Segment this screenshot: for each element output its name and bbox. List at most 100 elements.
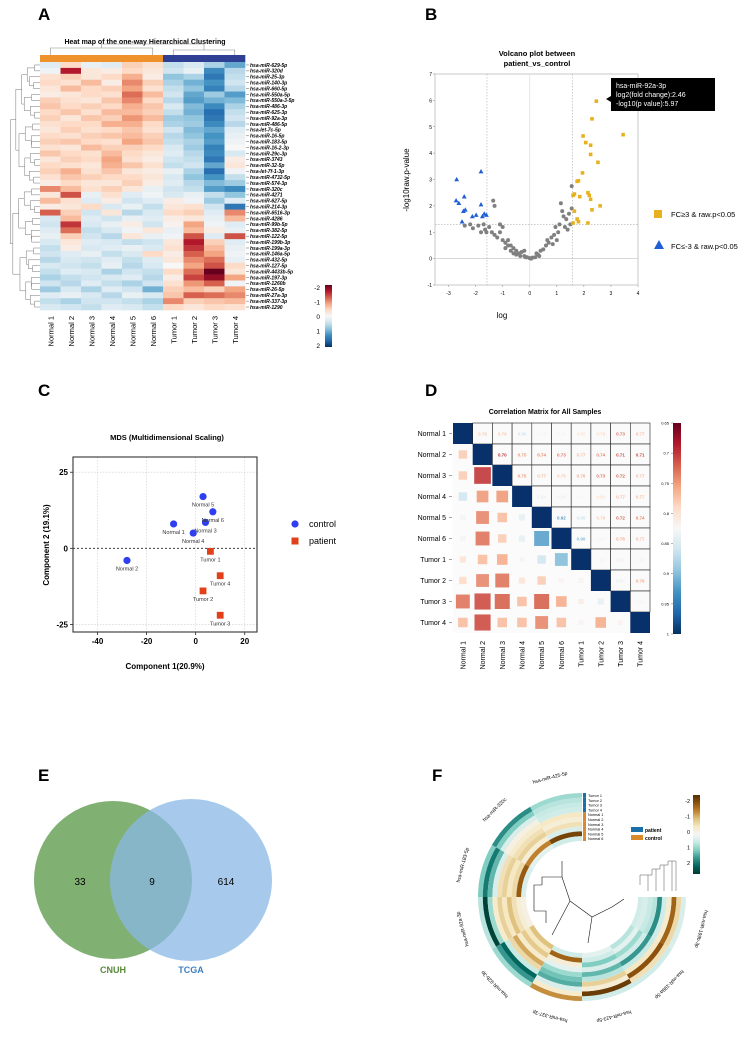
lower-cell-square (554, 553, 568, 566)
row-label: Tumor 3 (420, 599, 446, 606)
circular-heatmap-cell (506, 859, 522, 897)
lower-cell-square (578, 620, 584, 625)
heatmap-cell (163, 162, 184, 169)
correlation-title: Correlation Matrix for All Samples (489, 409, 602, 416)
dendrogram-branch (33, 247, 40, 255)
heatmap-cell (183, 215, 205, 222)
heatmap-cell (122, 304, 143, 311)
data-point-ns (552, 232, 557, 237)
data-point-ns (503, 240, 508, 245)
heatmap-cell (142, 239, 164, 246)
heatmap-cell (204, 162, 225, 169)
correlation-value: 0.82 (636, 600, 645, 605)
heatmap-cell (183, 150, 205, 157)
heatmap-cell (60, 180, 82, 187)
circular-heatmap-cell (619, 934, 652, 967)
heatmap-cell (122, 215, 143, 222)
heatmap-cell (204, 245, 225, 252)
tooltip-text: -log10(p value):5.97 (616, 101, 678, 108)
group-bar-cell (583, 821, 586, 827)
circular-heatmap-cell (667, 897, 686, 949)
correlation-value: 0.78 (596, 516, 605, 521)
legend-label: FC≤-3 & raw.p<0.05 (671, 242, 738, 251)
x-tick-label: 1 (555, 291, 558, 297)
heatmap-cell (224, 103, 246, 110)
heatmap-cell (142, 168, 164, 175)
column-label: Normal 3 (500, 641, 507, 670)
heatmap-cell (40, 227, 61, 234)
heatmap-cell (81, 115, 102, 122)
circular-heatmap-cell (496, 944, 535, 983)
y-tick-label: 6 (429, 98, 432, 104)
data-point-up (576, 219, 581, 224)
circular-heatmap-cell (497, 897, 513, 940)
volcano-title: patient_vs_control (504, 59, 571, 68)
heatmap-cell (163, 138, 184, 145)
heatmap-cell (163, 91, 184, 98)
heatmap-cell (60, 79, 82, 86)
heatmap-cell (60, 73, 82, 81)
heatmap-cell (81, 245, 102, 252)
group-bar-cell (40, 55, 61, 62)
heatmap-cell (224, 168, 246, 175)
heatmap-cell (40, 304, 61, 311)
dendrogram-branch (26, 67, 35, 82)
heatmap-cell (81, 73, 102, 81)
legend-control-swatch (631, 835, 643, 840)
heatmap-cell (60, 156, 82, 163)
colorbar-tick-label: 1 (316, 329, 320, 336)
venn-circle-tcga (110, 799, 272, 961)
data-point-up (590, 117, 594, 121)
heatmap-cell (183, 162, 205, 169)
heatmap-cell (204, 215, 225, 222)
heatmap-cell (81, 286, 102, 293)
heatmap-cell (40, 174, 61, 181)
row-label: hsa-miR-197-3p (250, 275, 287, 281)
correlation-value: 0.86 (518, 432, 527, 437)
heatmap-cell (142, 73, 164, 81)
heatmap-cell (142, 150, 164, 157)
row-label: hsa-miR-629-5p (250, 63, 287, 69)
circular-heatmap-cell (612, 927, 639, 954)
column-label: Tumor 1 (579, 641, 586, 667)
lower-cell-square (460, 514, 466, 521)
heatmap-cell (81, 79, 102, 86)
heatmap-cell (122, 115, 143, 122)
heatmap-cell (101, 85, 123, 92)
lower-cell-square (617, 620, 623, 625)
row-label: hsa-miR-6516-3p (250, 210, 290, 216)
data-point-up (572, 192, 577, 196)
data-point-ns (492, 232, 497, 237)
heatmap-cell (183, 186, 205, 193)
dendrogram-branch (31, 94, 40, 101)
heatmap-cell (204, 256, 225, 264)
heatmap-cell (40, 280, 61, 287)
heatmap-cell (101, 233, 123, 240)
lower-cell-square (537, 555, 546, 564)
circular-heatmap-cell (582, 974, 630, 992)
heatmap-cell (204, 292, 225, 299)
data-point-ns (546, 240, 551, 245)
heatmap-cell (204, 91, 225, 98)
heatmap-cell (40, 215, 61, 222)
heatmap-cell (60, 174, 82, 181)
heatmap-cell (122, 292, 143, 299)
row-label: hsa-miR-16-2-3p (250, 145, 289, 151)
lower-cell-square (519, 557, 525, 562)
heatmap-cell (224, 268, 246, 275)
heatmap-cell (183, 262, 205, 269)
heatmap-cell (60, 132, 82, 140)
heatmap-cell (60, 274, 82, 281)
x-tick-label: 2 (582, 291, 585, 297)
heatmap-cell (204, 144, 225, 151)
heatmap-cell (40, 79, 61, 86)
dendrogram-branch (18, 198, 26, 229)
heatmap-cell (101, 280, 123, 287)
group-bar-cell (183, 55, 205, 62)
heatmap-cell (101, 138, 123, 145)
point-label: Normal 4 (182, 539, 204, 545)
dendrogram-branch (28, 259, 40, 269)
circular-heatmap-cell (500, 941, 538, 979)
dendrogram-branch (33, 82, 40, 89)
heatmap-cell (224, 250, 246, 258)
